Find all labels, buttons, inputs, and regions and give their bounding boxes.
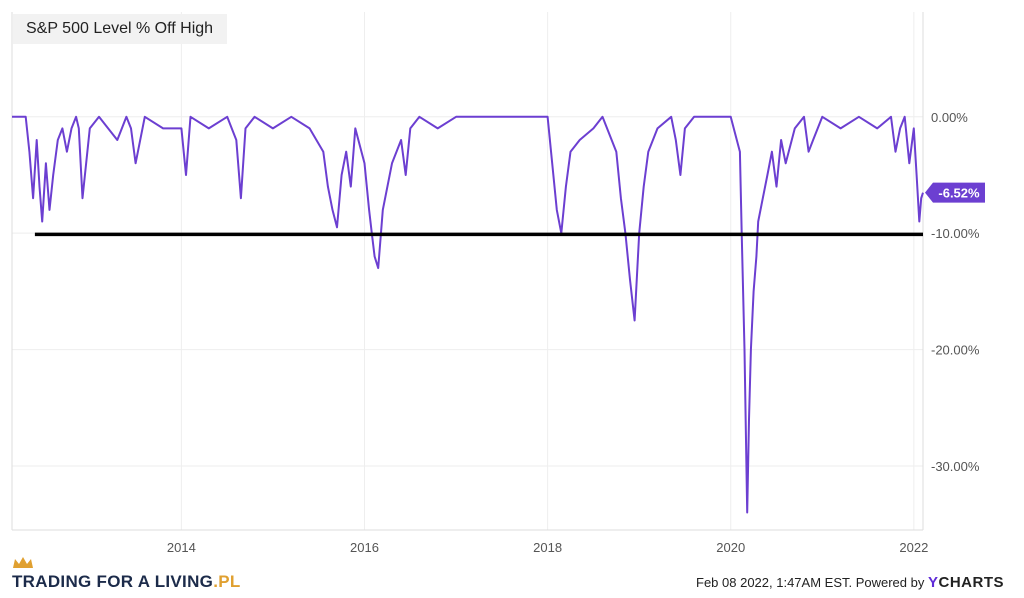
- x-tick-label: 2020: [716, 540, 745, 555]
- legend-title: S&P 500 Level % Off High: [26, 20, 214, 37]
- ycharts-logo-y: Y: [927, 574, 939, 591]
- footer-text: Feb 08 2022, 1:47AM EST. Powered by: [696, 575, 925, 590]
- crown-icon: [13, 557, 33, 568]
- y-tick-label: -20.00%: [931, 343, 980, 358]
- ycharts-logo-rest: CHARTS: [938, 574, 1004, 591]
- series-layer: [12, 115, 924, 514]
- x-tick-labels: 2014 2016 2018 2020 2022: [167, 540, 928, 555]
- legend-box: S&P 500 Level % Off High: [13, 14, 227, 44]
- footer-credit: Feb 08 2022, 1:47AM EST. Powered by YCHA…: [696, 574, 1004, 591]
- y-tick-label: -10.00%: [931, 226, 980, 241]
- current-value-badge: [925, 182, 985, 203]
- y-tick-label: -30.00%: [931, 459, 980, 474]
- current-value-label: -6.52%: [938, 186, 980, 201]
- x-tick-label: 2022: [899, 540, 928, 555]
- brand-text: TRADING FOR A LIVING: [12, 572, 214, 591]
- gridlines: [12, 12, 923, 530]
- ycharts-logo[interactable]: YCHARTS: [928, 574, 1004, 591]
- brand-logo[interactable]: TRADING FOR A LIVING.PL: [12, 572, 241, 592]
- y-tick-label: 0.00%: [931, 110, 968, 125]
- current-value-marker: -6.52%: [925, 182, 985, 203]
- x-tick-label: 2014: [167, 540, 196, 555]
- y-tick-labels: 0.00% -10.00% -20.00% -30.00%: [931, 110, 980, 474]
- series-line: [12, 115, 924, 514]
- x-tick-label: 2018: [533, 540, 562, 555]
- brand-suffix: .PL: [213, 572, 241, 591]
- x-tick-label: 2016: [350, 540, 379, 555]
